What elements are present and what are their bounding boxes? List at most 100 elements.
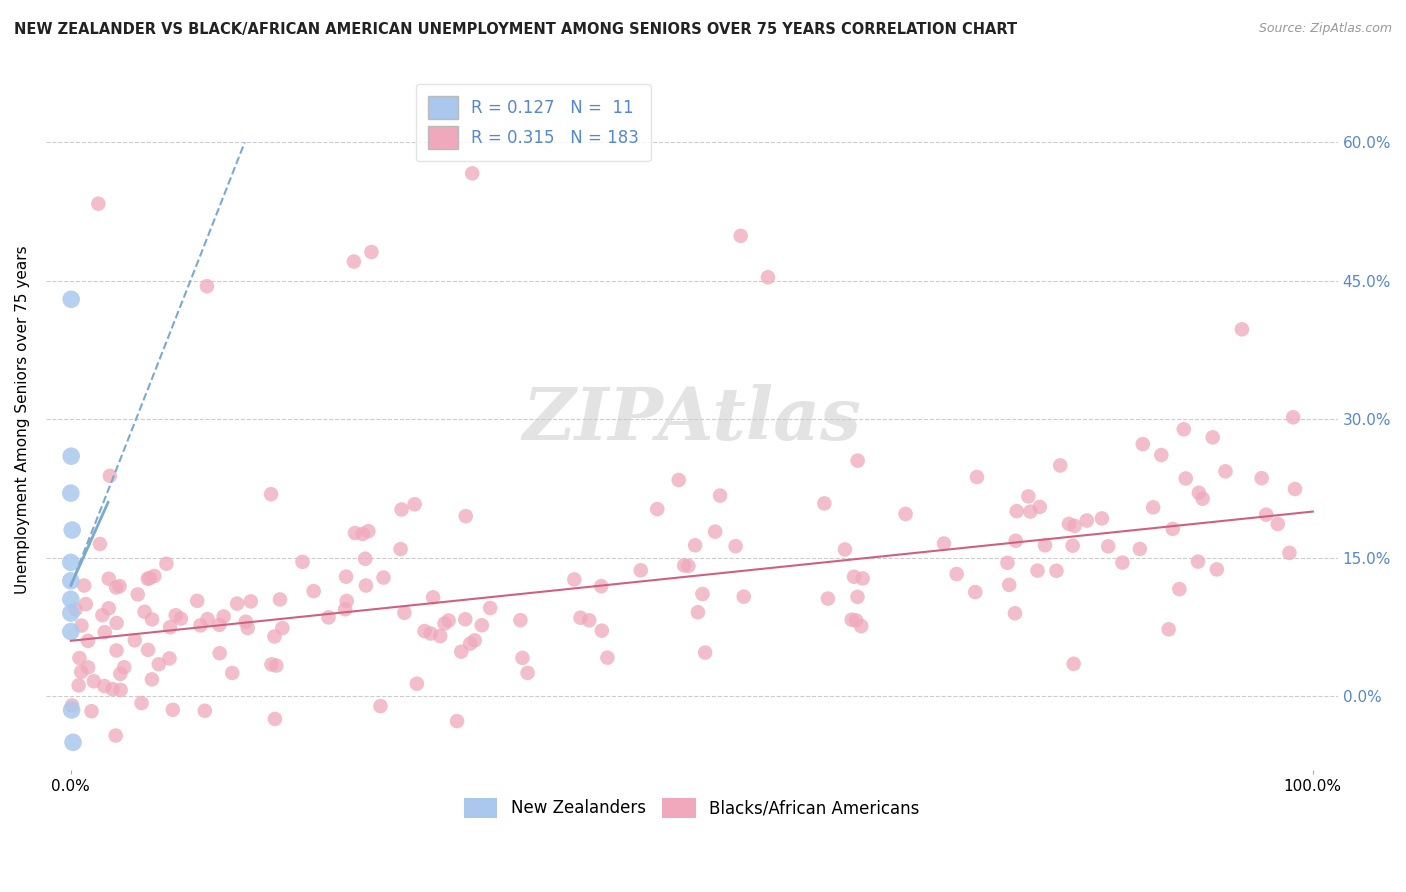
Point <box>730 228 752 243</box>
Point <box>692 587 714 601</box>
Point <box>91 608 114 623</box>
Point <box>673 558 696 573</box>
Point <box>841 613 863 627</box>
Point <box>1157 622 1180 636</box>
Point <box>89 537 111 551</box>
Point <box>65 602 87 616</box>
Point <box>1173 422 1195 436</box>
Point <box>1004 533 1026 548</box>
Point <box>846 590 869 604</box>
Point <box>105 615 128 630</box>
Point <box>190 618 212 632</box>
Point <box>165 608 187 623</box>
Point <box>73 578 96 592</box>
Point <box>1256 508 1278 522</box>
Point <box>1205 562 1227 576</box>
Point <box>509 613 531 627</box>
Point <box>683 538 706 552</box>
Point <box>1129 541 1152 556</box>
Point <box>756 270 779 285</box>
Point <box>1026 564 1049 578</box>
Point <box>454 509 477 524</box>
Point <box>1191 491 1213 506</box>
Point <box>60 293 83 307</box>
Point <box>479 601 502 615</box>
Point <box>1062 539 1084 553</box>
Point <box>105 643 128 657</box>
Point <box>70 665 93 679</box>
Point <box>1278 546 1301 560</box>
Point <box>1161 522 1184 536</box>
Point <box>724 539 747 553</box>
Point <box>75 597 97 611</box>
Point <box>77 660 100 674</box>
Point <box>1017 490 1039 504</box>
Point <box>1091 511 1114 525</box>
Point <box>60 449 83 463</box>
Point <box>208 617 231 632</box>
Point <box>1111 556 1133 570</box>
Point <box>965 585 987 599</box>
Point <box>1142 500 1164 515</box>
Point <box>1005 504 1028 518</box>
Point <box>389 542 412 557</box>
Point <box>318 610 340 624</box>
Point <box>1174 471 1197 485</box>
Point <box>195 279 218 293</box>
Point <box>464 633 486 648</box>
Point <box>945 567 967 582</box>
Point <box>60 703 83 717</box>
Point <box>343 254 366 268</box>
Point <box>239 594 262 608</box>
Text: ZIPAtlas: ZIPAtlas <box>523 384 862 455</box>
Point <box>562 573 585 587</box>
Point <box>354 578 377 592</box>
Point <box>186 594 208 608</box>
Point <box>235 615 257 629</box>
Point <box>461 166 484 180</box>
Point <box>668 473 690 487</box>
Point <box>1230 322 1253 336</box>
Point <box>1063 519 1085 533</box>
Point <box>264 712 287 726</box>
Point <box>336 594 359 608</box>
Point <box>1004 607 1026 621</box>
Point <box>226 597 249 611</box>
Point <box>433 616 456 631</box>
Point <box>1063 657 1085 671</box>
Point <box>67 678 90 692</box>
Point <box>112 660 135 674</box>
Text: NEW ZEALANDER VS BLACK/AFRICAN AMERICAN UNEMPLOYMENT AMONG SENIORS OVER 75 YEARS: NEW ZEALANDER VS BLACK/AFRICAN AMERICAN … <box>14 22 1017 37</box>
Point <box>236 621 259 635</box>
Point <box>404 497 426 511</box>
Point <box>429 629 451 643</box>
Point <box>852 571 875 585</box>
Point <box>845 613 868 627</box>
Point <box>124 633 146 648</box>
Point <box>194 704 217 718</box>
Point <box>141 612 163 626</box>
Point <box>1267 516 1289 531</box>
Point <box>134 605 156 619</box>
Point <box>678 558 700 573</box>
Point <box>817 591 839 606</box>
Point <box>1150 448 1173 462</box>
Point <box>1097 539 1119 553</box>
Point <box>1250 471 1272 485</box>
Point <box>354 551 377 566</box>
Point <box>131 696 153 710</box>
Point <box>630 563 652 577</box>
Point <box>104 729 127 743</box>
Point <box>1049 458 1071 473</box>
Point <box>87 196 110 211</box>
Point <box>98 468 121 483</box>
Point <box>110 666 132 681</box>
Point <box>94 625 117 640</box>
Point <box>59 624 82 639</box>
Point <box>110 682 132 697</box>
Point <box>343 526 366 541</box>
Point <box>1033 538 1056 552</box>
Point <box>139 571 162 585</box>
Point <box>69 651 91 665</box>
Point <box>1168 582 1191 596</box>
